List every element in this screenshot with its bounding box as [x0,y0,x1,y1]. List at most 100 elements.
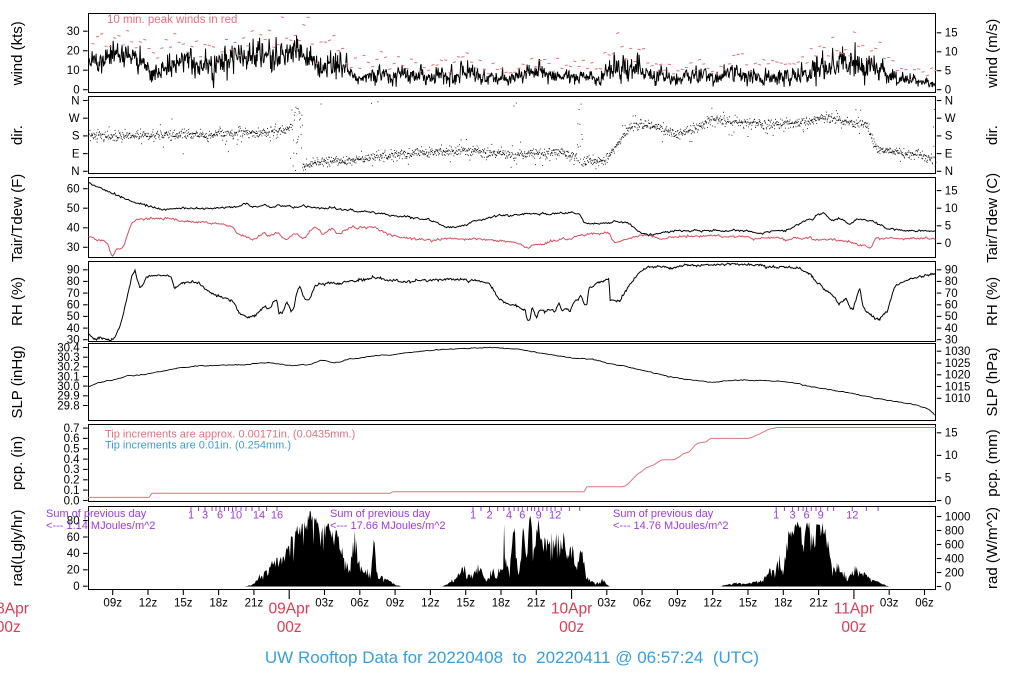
svg-text:03z: 03z [315,598,334,610]
svg-text:00z: 00z [559,619,584,636]
svg-text:03z: 03z [598,598,617,610]
svg-text:80: 80 [67,276,80,288]
svg-text:18z: 18z [774,598,793,610]
svg-text:15: 15 [945,185,958,197]
svg-text:200: 200 [945,567,964,579]
svg-text:12z: 12z [139,598,158,610]
svg-text:15: 15 [945,428,958,440]
svg-text:1015: 1015 [945,381,971,393]
svg-text:30.3: 30.3 [57,352,79,364]
svg-text:RH (%): RH (%) [984,277,1001,326]
svg-text:5: 5 [945,66,951,78]
svg-text:00z: 00z [277,619,302,636]
svg-text:21z: 21z [527,598,546,610]
svg-text:14: 14 [253,510,265,522]
svg-text:E: E [945,148,953,160]
svg-text:50: 50 [945,311,958,323]
svg-text:W: W [69,113,80,125]
svg-text:80: 80 [945,276,958,288]
svg-text:50: 50 [67,203,80,215]
svg-text:1: 1 [470,510,476,522]
svg-text:30.0: 30.0 [57,381,79,393]
svg-text:N: N [945,166,953,178]
svg-text:03z: 03z [880,598,899,610]
svg-text:UW Rooftop Data for 20220408: UW Rooftop Data for 20220408 to 20220411… [265,648,759,667]
svg-text:30.1: 30.1 [57,371,79,383]
svg-text:0: 0 [945,85,951,97]
svg-text:30: 30 [67,335,80,347]
svg-text:W: W [945,113,956,125]
svg-text:0: 0 [73,85,79,97]
svg-text:1020: 1020 [945,370,971,382]
svg-text:Sum of previous day: Sum of previous day [46,508,147,520]
svg-text:dir.: dir. [984,125,1001,145]
svg-text:0.7: 0.7 [64,423,80,435]
svg-text:10: 10 [67,65,80,77]
svg-text:rad (W/m^2): rad (W/m^2) [984,507,1001,589]
svg-text:6: 6 [217,510,223,522]
svg-text:60: 60 [67,532,80,544]
svg-text:1030: 1030 [945,346,971,358]
svg-text:09z: 09z [386,598,405,610]
svg-text:N: N [71,95,79,107]
svg-text:3: 3 [790,510,796,522]
svg-text:9: 9 [536,510,542,522]
svg-text:40: 40 [945,323,958,335]
svg-text:1: 1 [188,510,194,522]
svg-text:Sum of previous day: Sum of previous day [330,508,431,520]
svg-text:06z: 06z [915,598,934,610]
svg-text:800: 800 [945,525,964,537]
svg-text:15z: 15z [739,598,758,610]
svg-text:SLP (inHg): SLP (inHg) [9,345,26,418]
svg-text:1000: 1000 [945,511,971,523]
svg-text:30.4: 30.4 [57,342,80,354]
svg-text:60: 60 [67,300,80,312]
svg-text:1010: 1010 [945,393,971,405]
svg-text:40: 40 [67,548,80,560]
svg-text:11Apr: 11Apr [834,601,874,618]
svg-text:09Apr: 09Apr [269,601,310,618]
svg-text:08Apr: 08Apr [0,601,29,618]
svg-text:12: 12 [846,510,858,522]
svg-text:6: 6 [804,510,810,522]
svg-text:400: 400 [945,553,964,565]
svg-text:20: 20 [67,46,80,58]
svg-text:18z: 18z [492,598,511,610]
svg-text:10 min. peak winds in red: 10 min. peak winds in red [107,14,237,26]
svg-text:06z: 06z [633,598,652,610]
svg-text:Tair/Tdew (F): Tair/Tdew (F) [9,174,26,262]
svg-text:dir.: dir. [9,125,26,145]
svg-text:15: 15 [945,28,958,40]
svg-text:0: 0 [945,581,951,593]
svg-text:0: 0 [73,581,79,593]
svg-text:10: 10 [945,203,958,215]
svg-text:40: 40 [67,323,80,335]
svg-text:4: 4 [506,510,512,522]
svg-text:0: 0 [945,495,951,507]
svg-text:70: 70 [67,288,80,300]
svg-text:5: 5 [945,221,951,233]
svg-text:21z: 21z [245,598,264,610]
svg-text:<--- 14.76 MJoules/m^2: <--- 14.76 MJoules/m^2 [613,520,729,532]
svg-text:29.8: 29.8 [57,400,79,412]
svg-text:Tip increments are 0.01in. (0.: Tip increments are 0.01in. (0.254mm.) [105,440,291,452]
svg-text:10: 10 [945,450,958,462]
svg-text:9: 9 [818,510,824,522]
svg-text:0.1: 0.1 [64,485,80,497]
svg-text:5: 5 [945,473,951,485]
svg-text:Sum of previous day: Sum of previous day [613,508,714,520]
svg-text:09z: 09z [668,598,687,610]
svg-text:70: 70 [945,288,958,300]
svg-text:21z: 21z [809,598,828,610]
svg-text:0.3: 0.3 [64,464,80,476]
svg-text:50: 50 [67,311,80,323]
svg-text:Tip increments are approx. 0.0: Tip increments are approx. 0.00171in. (0… [105,429,355,441]
svg-text:40: 40 [67,223,80,235]
svg-text:10: 10 [230,510,242,522]
svg-text:0.0: 0.0 [64,495,80,507]
svg-text:N: N [71,166,79,178]
svg-text:30: 30 [67,242,80,254]
svg-text:90: 90 [67,265,80,277]
svg-text:12z: 12z [703,598,722,610]
svg-text:18z: 18z [209,598,228,610]
